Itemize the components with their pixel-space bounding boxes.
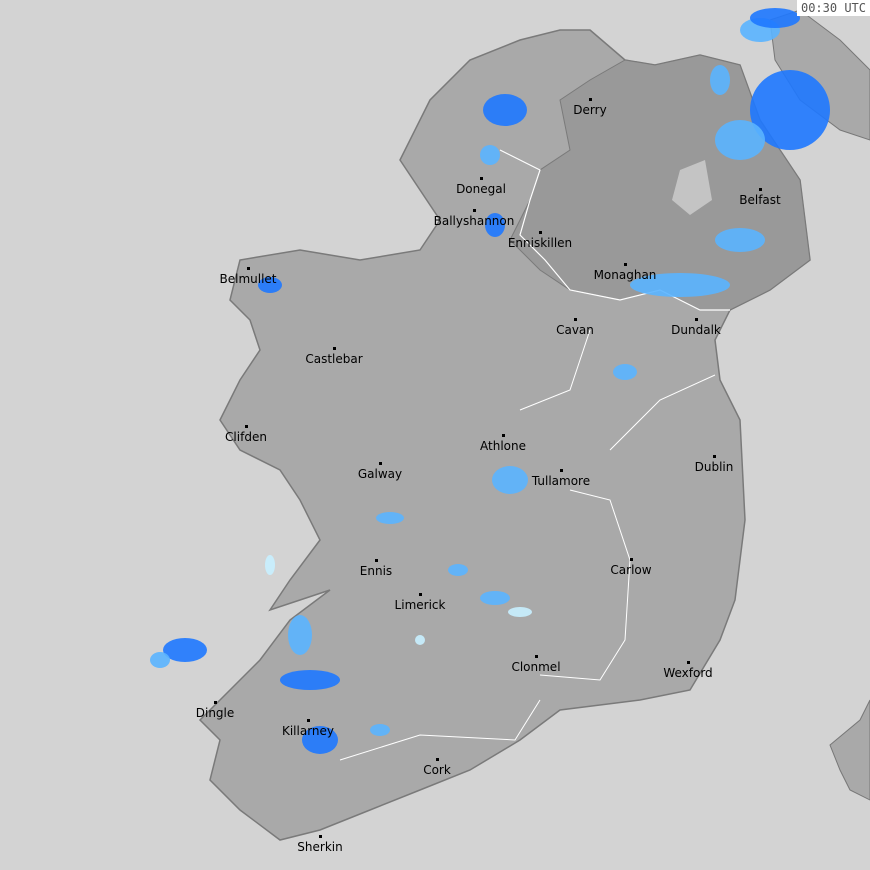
city-marker [379, 462, 382, 465]
city-label: Clonmel [511, 660, 561, 674]
city-marker [480, 177, 483, 180]
city-label: Ballyshannon [433, 214, 515, 228]
city-label: Belfast [739, 193, 781, 207]
city-label: Dingle [195, 706, 235, 720]
great-britain-south [829, 699, 870, 801]
city-marker [630, 558, 633, 561]
city-marker [436, 758, 439, 761]
rain-cell [710, 65, 730, 95]
rain-cell [376, 512, 404, 524]
city-marker [687, 661, 690, 664]
city-label: Wexford [663, 666, 713, 680]
rain-layer [150, 8, 830, 754]
city-marker [759, 188, 762, 191]
city-marker [560, 469, 563, 472]
city-label: Limerick [394, 598, 446, 612]
city-label: Sherkin [297, 840, 343, 854]
city-marker [247, 267, 250, 270]
city-label: Tullamore [531, 474, 591, 488]
rain-cell [258, 277, 282, 293]
rain-cell [613, 364, 637, 380]
city-marker [713, 455, 716, 458]
rain-cell [370, 724, 390, 736]
city-label: Athlone [480, 439, 526, 453]
city-marker [535, 655, 538, 658]
rain-cell [480, 145, 500, 165]
rain-cell [483, 94, 527, 126]
city-marker [245, 425, 248, 428]
city-label: Monaghan [593, 268, 657, 282]
county-line [339, 699, 541, 761]
city-marker [695, 318, 698, 321]
city-marker [574, 318, 577, 321]
city-marker [214, 701, 217, 704]
rain-cell [480, 591, 510, 605]
city-label: Derry [573, 103, 607, 117]
rain-cell [492, 466, 528, 494]
rain-cell [265, 555, 275, 575]
rain-cell [508, 607, 532, 617]
city-marker [624, 263, 627, 266]
city-marker [539, 231, 542, 234]
city-marker [375, 559, 378, 562]
city-label: Enniskillen [507, 236, 573, 250]
city-marker [589, 98, 592, 101]
city-marker [473, 209, 476, 212]
city-marker [319, 835, 322, 838]
city-label: Clifden [225, 430, 267, 444]
rain-cell [750, 70, 830, 150]
city-label: Dundalk [671, 323, 721, 337]
rain-cell [715, 228, 765, 252]
city-marker [307, 719, 310, 722]
rain-cell [288, 615, 312, 655]
county-line [539, 489, 631, 681]
city-label: Dublin [694, 460, 734, 474]
rain-cell [280, 670, 340, 690]
border-line [499, 149, 730, 311]
timestamp: 00:30 UTC [796, 0, 870, 16]
rain-cell [750, 8, 800, 28]
rain-cell [150, 652, 170, 668]
rain-cell [715, 120, 765, 160]
rain-cell [415, 635, 425, 645]
rain-cell [448, 564, 468, 576]
city-label: Castlebar [305, 352, 363, 366]
rain-cell [163, 638, 207, 662]
rain-cell [630, 273, 730, 297]
city-marker [333, 347, 336, 350]
city-label: Cork [423, 763, 451, 777]
rain-cell [485, 213, 505, 237]
city-label: Belmullet [219, 272, 277, 286]
county-line [519, 329, 591, 411]
city-label: Ennis [359, 564, 393, 578]
county-line [609, 374, 716, 451]
city-marker [502, 434, 505, 437]
city-marker [419, 593, 422, 596]
city-label: Killarney [281, 724, 335, 738]
city-label: Carlow [610, 563, 652, 577]
rain-cell [302, 726, 338, 754]
lough-neagh [672, 160, 712, 215]
city-label: Cavan [556, 323, 594, 337]
city-label: Galway [357, 467, 403, 481]
city-label: Donegal [456, 182, 506, 196]
